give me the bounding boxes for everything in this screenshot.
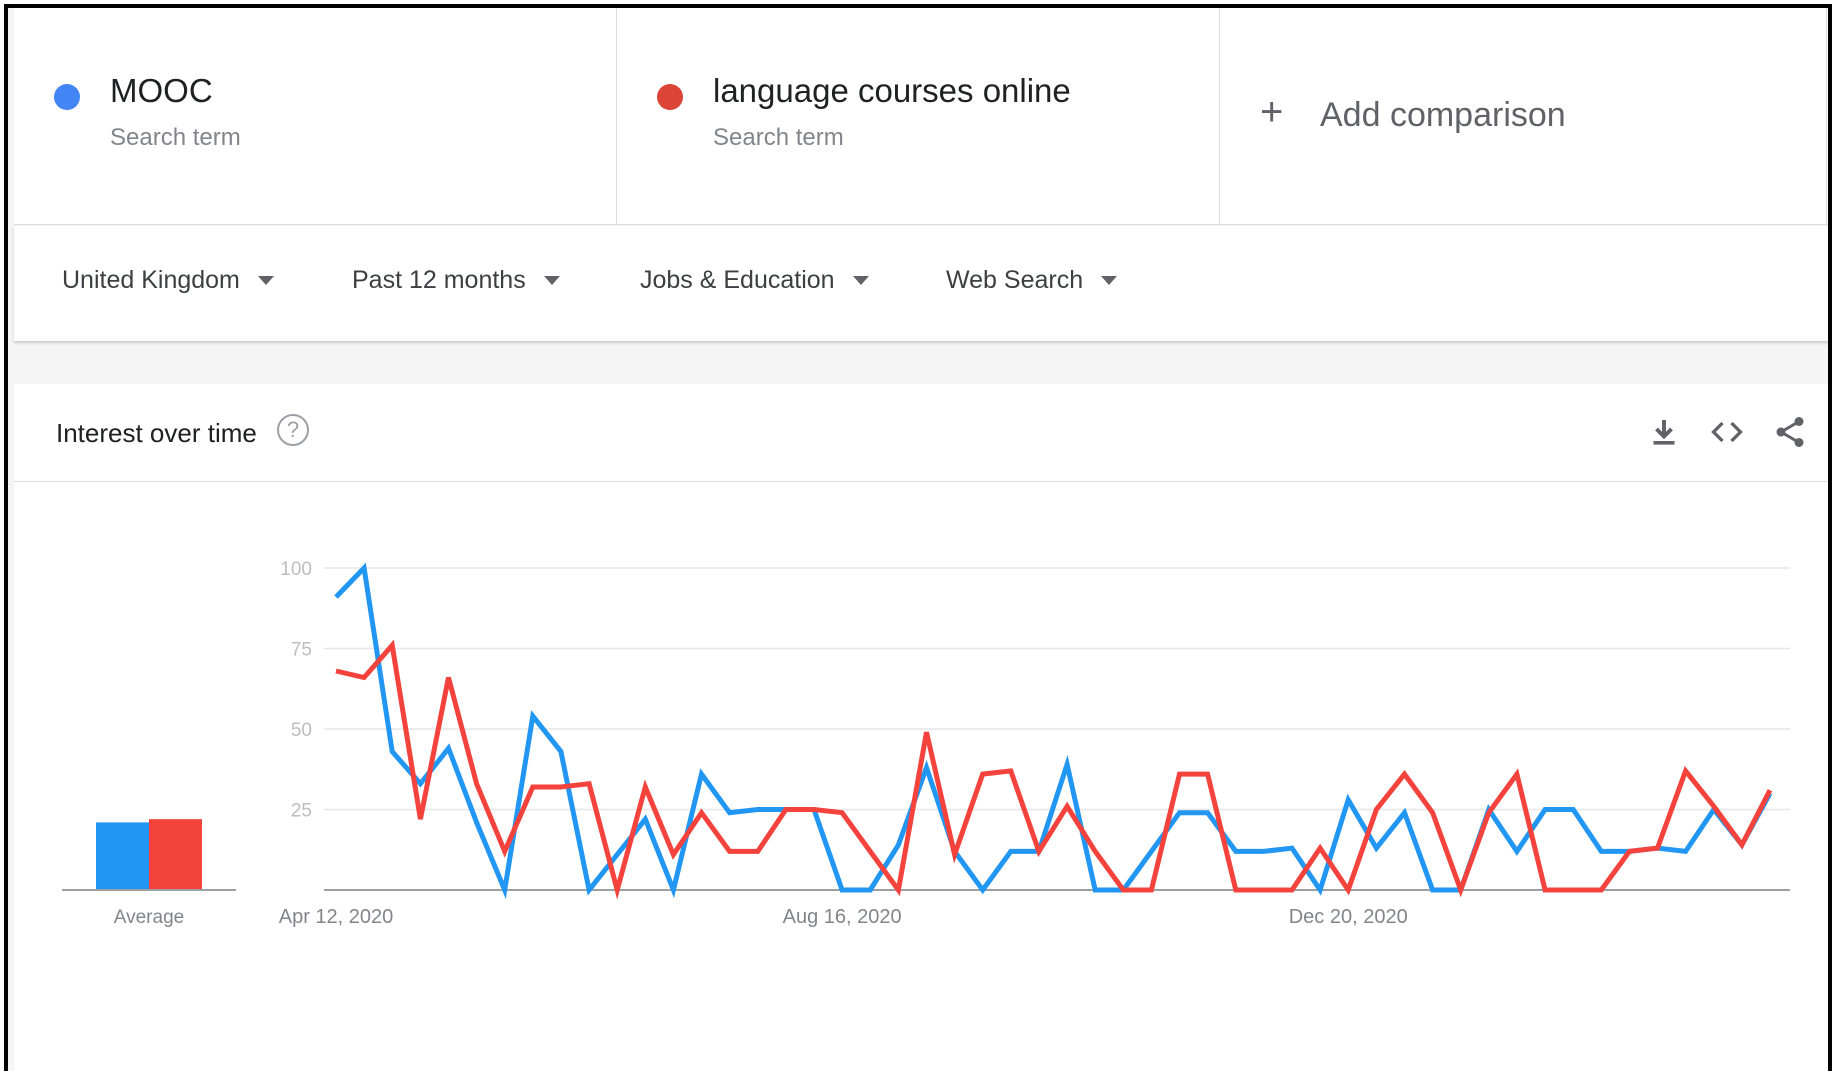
- category-value: Jobs & Education: [640, 266, 835, 294]
- average-bar: [96, 822, 149, 890]
- term-color-dot: [54, 84, 80, 110]
- share-icon[interactable]: [1772, 414, 1808, 450]
- caret-down-icon: [543, 276, 560, 285]
- download-icon[interactable]: [1646, 414, 1682, 450]
- caret-down-icon: [257, 276, 274, 285]
- category-dropdown[interactable]: Jobs & Education: [640, 266, 869, 295]
- card-title: Interest over time: [56, 418, 257, 448]
- term-card-language-courses-online[interactable]: language courses online Search term: [617, 8, 1220, 225]
- y-tick-label: 50: [291, 720, 312, 741]
- caret-down-icon: [852, 276, 869, 285]
- plus-icon: +: [1260, 90, 1284, 134]
- y-tick-label: 75: [291, 640, 312, 661]
- search-type-value: Web Search: [946, 266, 1084, 294]
- interest-over-time-card: Interest over time ? 25 50 75 100 Apr 12, 20…: [14, 384, 1828, 1071]
- term-type-label: Search term: [110, 124, 241, 151]
- average-bar: [149, 819, 202, 890]
- filter-bar: United Kingdom Past 12 months Jobs & Edu…: [14, 226, 1828, 341]
- trends-frame: MOOC Search term language courses online…: [4, 4, 1832, 1071]
- y-tick-label: 25: [291, 801, 312, 822]
- term-color-dot: [657, 84, 683, 110]
- region-dropdown[interactable]: United Kingdom: [62, 266, 274, 295]
- region-value: United Kingdom: [62, 266, 240, 294]
- add-comparison-label[interactable]: Add comparison: [1320, 96, 1566, 134]
- x-tick-label: Aug 16, 2020: [783, 906, 902, 928]
- search-type-dropdown[interactable]: Web Search: [946, 266, 1118, 295]
- help-icon[interactable]: ?: [277, 414, 309, 446]
- x-tick-label: Dec 20, 2020: [1289, 906, 1408, 928]
- x-tick-label: Apr 12, 2020: [279, 906, 394, 928]
- card-header: Interest over time ?: [14, 384, 1828, 482]
- caret-down-icon: [1101, 276, 1118, 285]
- average-label: Average: [114, 907, 184, 928]
- series-line: [335, 639, 1773, 900]
- time-range-dropdown[interactable]: Past 12 months: [352, 266, 560, 295]
- y-tick-label: 100: [280, 559, 312, 580]
- embed-icon[interactable]: [1709, 414, 1745, 450]
- interest-over-time-chart: 25 50 75 100 Apr 12, 2020 Aug 16, 2020 Dec 20,…: [62, 559, 1790, 928]
- term-card-mooc[interactable]: MOOC Search term: [14, 8, 617, 225]
- term-name[interactable]: language courses online: [713, 72, 1071, 109]
- term-bar: MOOC Search term language courses online…: [14, 8, 1828, 225]
- add-comparison-button[interactable]: + Add comparison: [1220, 8, 1827, 225]
- term-type-label: Search term: [713, 124, 844, 151]
- time-range-value: Past 12 months: [352, 266, 526, 294]
- term-name[interactable]: MOOC: [110, 72, 213, 109]
